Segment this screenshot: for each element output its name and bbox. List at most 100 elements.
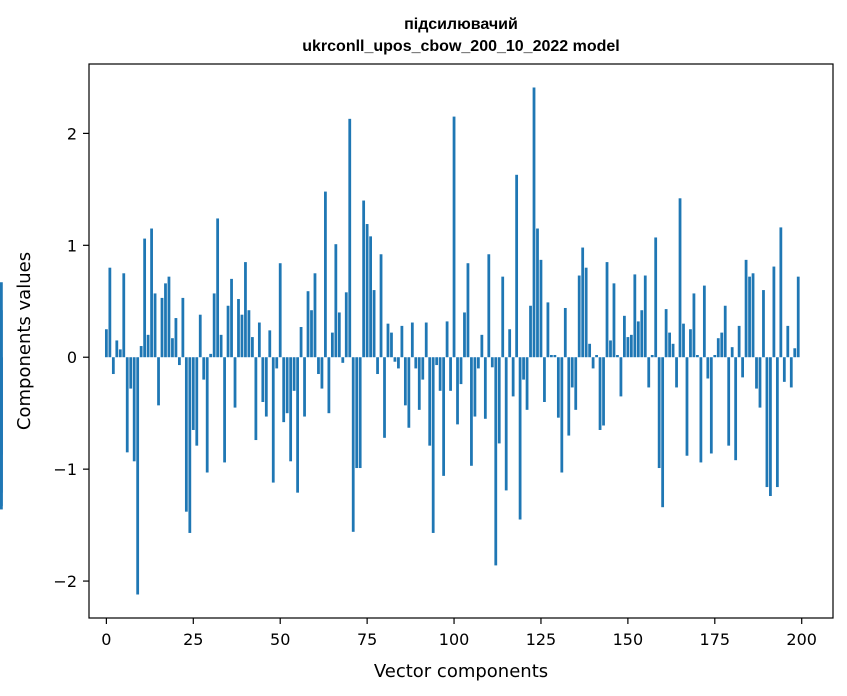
bar-148 (619, 357, 623, 397)
bar-170 (696, 354, 699, 358)
bar-44 (257, 322, 261, 358)
bar-113 (497, 357, 501, 444)
bar-11 (143, 238, 147, 358)
bar-56 (299, 327, 303, 358)
bar-82 (390, 332, 393, 358)
bar-197 (789, 357, 793, 388)
bar-3 (115, 340, 119, 358)
bar-174 (709, 357, 713, 454)
bar-102 (459, 357, 463, 385)
bar-64 (327, 357, 331, 414)
y-axis-label: Components values (14, 252, 35, 430)
chart-title-line-2: ukrconll_upos_cbow_200_10_2022 model (302, 38, 619, 55)
bar-168 (689, 329, 692, 358)
bar-33 (219, 334, 223, 358)
bar-87 (407, 357, 411, 428)
bar-129 (553, 354, 557, 358)
bar-66 (334, 244, 338, 358)
bar-147 (616, 354, 619, 358)
bar-193 (775, 357, 779, 488)
bar-110 (487, 254, 491, 358)
x-tick-label: 75 (357, 630, 377, 649)
bar-76 (369, 236, 372, 358)
bar-98 (445, 321, 449, 358)
bar-21 (178, 357, 181, 366)
x-tick-label: 25 (183, 630, 203, 649)
bar-12 (146, 334, 150, 358)
bar-85 (400, 325, 404, 358)
bar-20 (174, 318, 178, 358)
bar-80 (383, 357, 386, 438)
bar-47 (268, 330, 272, 358)
y-axis-ticks: −2 −1 0 1 2 (53, 124, 89, 591)
bar-191 (769, 357, 772, 497)
bar-173 (706, 357, 710, 379)
bar-152 (633, 274, 637, 358)
bar-42 (251, 337, 254, 358)
bar-23 (184, 357, 188, 512)
bar-74 (362, 200, 366, 358)
chart-title-line-1: підсилювачий (404, 16, 518, 33)
bar-19 (171, 338, 174, 358)
bar-1 (108, 267, 112, 358)
bar-69 (344, 292, 348, 358)
bar-71 (351, 357, 355, 532)
bar-183 (741, 357, 744, 378)
bar-117 (511, 357, 515, 397)
bar-5 (122, 273, 126, 358)
x-tick-label: 200 (786, 630, 817, 649)
x-tick-label: 100 (439, 630, 470, 649)
x-tick-label: 150 (613, 630, 644, 649)
bar-182 (737, 325, 741, 358)
bar-179 (727, 357, 731, 446)
x-axis-ticks: 0 25 50 75 100 125 150 175 200 (101, 618, 817, 649)
bar-199 (796, 276, 800, 358)
bar-124 (536, 228, 539, 358)
bar-45 (261, 357, 265, 402)
bar-10 (139, 346, 143, 358)
bar-15 (157, 357, 160, 406)
bar-138 (584, 267, 588, 358)
y-tick-label: −1 (53, 460, 77, 479)
bar-196 (786, 325, 790, 358)
bar-156 (647, 357, 651, 388)
bar-18 (167, 276, 171, 358)
bar-17 (164, 283, 167, 358)
bar-89 (414, 357, 418, 369)
bar-125 (539, 259, 543, 358)
bar-163 (671, 343, 675, 358)
bar-41 (247, 310, 251, 358)
bar-194 (779, 227, 783, 358)
bar-24 (188, 357, 192, 533)
bar-37 (233, 357, 237, 408)
y-tick-label: 0 (67, 348, 77, 367)
bar-30 (209, 353, 213, 358)
bar-185 (748, 276, 751, 358)
bar-88 (410, 322, 414, 358)
bar-34 (223, 357, 226, 463)
bar-190 (765, 357, 769, 488)
bar-149 (623, 315, 626, 358)
bar-78 (376, 357, 379, 375)
bar-65 (330, 332, 334, 358)
bar-6 (125, 357, 129, 453)
bar-96 (438, 357, 442, 391)
bar-166 (682, 323, 685, 358)
bar-2 (111, 357, 115, 375)
bar-43 (254, 357, 258, 441)
bar-171 (699, 357, 703, 463)
bar-114 (501, 276, 505, 358)
plot-frame (88, 63, 834, 619)
bar-0 (104, 329, 108, 358)
bar-86 (403, 357, 407, 406)
bar-53 (289, 357, 293, 462)
bar-158 (654, 237, 658, 358)
bar-128 (550, 354, 553, 358)
bar-72 (355, 357, 359, 469)
bar-189 (762, 290, 765, 358)
bar-135 (574, 357, 578, 410)
bar-180 (730, 347, 734, 358)
bar-131 (560, 357, 564, 473)
bar-195 (782, 357, 786, 382)
